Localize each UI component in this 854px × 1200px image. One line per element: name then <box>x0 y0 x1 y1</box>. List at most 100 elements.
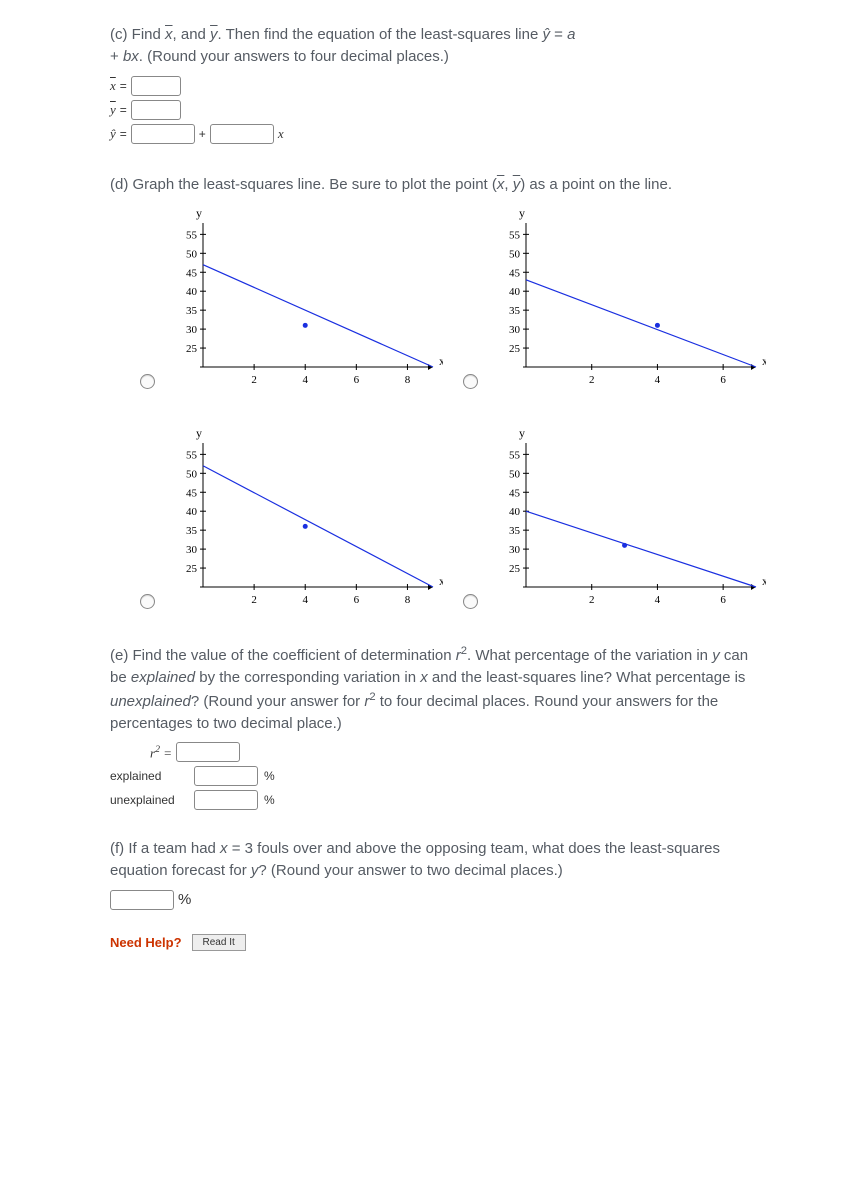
y: y <box>712 647 720 664</box>
svg-text:45: 45 <box>186 268 198 280</box>
graph-option: y25303540455055x2468 <box>140 205 443 395</box>
graph-option: y 25 30 35 40 45 50 55 x 2 4 6 <box>463 425 766 615</box>
yhat-label: ŷ <box>110 126 116 142</box>
ybar-input[interactable] <box>131 100 181 120</box>
r2-label: r2 = <box>150 744 172 761</box>
text: by the corresponding variation in <box>195 669 420 686</box>
svg-text:50: 50 <box>509 469 521 481</box>
svg-text:30: 30 <box>186 324 198 336</box>
pct: % <box>178 891 191 908</box>
svg-text:30: 30 <box>509 544 521 556</box>
eq: = <box>120 103 127 117</box>
text: = <box>550 26 567 43</box>
svg-text:6: 6 <box>354 374 360 386</box>
forecast-input[interactable] <box>110 890 174 910</box>
svg-text:x: x <box>762 574 766 588</box>
svg-text:x: x <box>439 574 443 588</box>
svg-text:2: 2 <box>251 374 257 386</box>
svg-text:6: 6 <box>720 594 726 606</box>
text: (d) Graph the least-squares line. Be sur… <box>110 176 497 193</box>
pct: % <box>264 793 275 807</box>
scatter-plot: y25303540455055x2468 <box>163 205 443 395</box>
need-help-label: Need Help? <box>110 935 182 950</box>
svg-text:2: 2 <box>589 594 595 606</box>
eq: = <box>120 127 127 141</box>
svg-text:6: 6 <box>720 374 726 386</box>
ybar-row: y = <box>110 100 764 120</box>
graph-radio[interactable] <box>140 594 155 609</box>
svg-text:45: 45 <box>509 488 521 500</box>
graph-radio[interactable] <box>463 374 478 389</box>
a-input[interactable] <box>131 124 195 144</box>
graph-radio[interactable] <box>463 594 478 609</box>
text: (e) Find the value of the coefficient of… <box>110 647 456 664</box>
x-suffix: x <box>278 126 284 142</box>
eq: = <box>120 79 127 93</box>
unexplained-label: unexplained <box>110 793 188 807</box>
svg-text:50: 50 <box>186 469 198 481</box>
text: , <box>504 176 512 193</box>
plus: + <box>199 127 206 141</box>
svg-text:55: 55 <box>186 230 198 242</box>
svg-text:y: y <box>196 426 202 440</box>
xbar-label: x <box>110 78 116 94</box>
svg-text:40: 40 <box>186 286 198 298</box>
svg-text:x: x <box>762 354 766 368</box>
part-c-prompt: (c) Find x, and y. Then find the equatio… <box>110 24 764 68</box>
scatter-plot: y 25 30 35 40 45 50 55 x 2 4 6 <box>486 425 766 615</box>
yhat: ŷ <box>543 26 551 43</box>
svg-text:25: 25 <box>186 563 198 575</box>
svg-text:45: 45 <box>509 268 521 280</box>
read-it-button[interactable]: Read It <box>192 934 246 951</box>
graph-radio[interactable] <box>140 374 155 389</box>
explained-label: explained <box>110 769 188 783</box>
svg-text:55: 55 <box>509 450 521 462</box>
svg-text:x: x <box>439 354 443 368</box>
svg-text:35: 35 <box>186 305 198 317</box>
svg-text:55: 55 <box>186 450 198 462</box>
scatter-plot: y25303540455055x246 <box>486 205 766 395</box>
svg-text:4: 4 <box>655 594 661 606</box>
need-help: Need Help? Read It <box>110 934 764 951</box>
svg-text:6: 6 <box>354 594 360 606</box>
svg-text:40: 40 <box>509 506 521 518</box>
svg-text:25: 25 <box>186 343 198 355</box>
ybar: y <box>210 26 218 43</box>
text: . What percentage of the variation in <box>467 647 712 664</box>
graph-option: y25303540455055x2468 <box>140 425 443 615</box>
svg-text:y: y <box>519 426 525 440</box>
text: (f) If a team had <box>110 840 220 857</box>
svg-text:25: 25 <box>509 563 521 575</box>
forecast-row: % <box>110 890 764 910</box>
svg-text:35: 35 <box>186 525 198 537</box>
svg-text:8: 8 <box>405 594 411 606</box>
text: . (Round your answers to four decimal pl… <box>139 48 449 65</box>
ybar-label: y <box>110 102 116 118</box>
svg-text:30: 30 <box>509 324 521 336</box>
svg-text:35: 35 <box>509 525 521 537</box>
text: . Then find the equation of the least-sq… <box>218 26 543 43</box>
svg-text:8: 8 <box>405 374 411 386</box>
part-d-prompt: (d) Graph the least-squares line. Be sur… <box>110 174 764 196</box>
svg-text:35: 35 <box>509 305 521 317</box>
text: ) as a point on the line. <box>520 176 672 193</box>
xbar-input[interactable] <box>131 76 181 96</box>
svg-text:y: y <box>196 206 202 220</box>
explained-input[interactable] <box>194 766 258 786</box>
svg-text:50: 50 <box>509 249 521 261</box>
scatter-plot: y25303540455055x2468 <box>163 425 443 615</box>
explained-row: explained % <box>110 766 764 786</box>
svg-text:30: 30 <box>186 544 198 556</box>
text: ? (Round your answer for <box>191 693 364 710</box>
svg-text:4: 4 <box>655 374 661 386</box>
b-input[interactable] <box>210 124 274 144</box>
unexplained-row: unexplained % <box>110 790 764 810</box>
unexplained-input[interactable] <box>194 790 258 810</box>
graph-option: y25303540455055x246 <box>463 205 766 395</box>
text: ? (Round your answer to two decimal plac… <box>258 862 562 879</box>
svg-text:40: 40 <box>509 286 521 298</box>
graph-options: y25303540455055x2468y25303540455055x246y… <box>140 205 764 615</box>
r2-input[interactable] <box>176 742 240 762</box>
svg-text:2: 2 <box>589 374 595 386</box>
svg-text:45: 45 <box>186 488 198 500</box>
